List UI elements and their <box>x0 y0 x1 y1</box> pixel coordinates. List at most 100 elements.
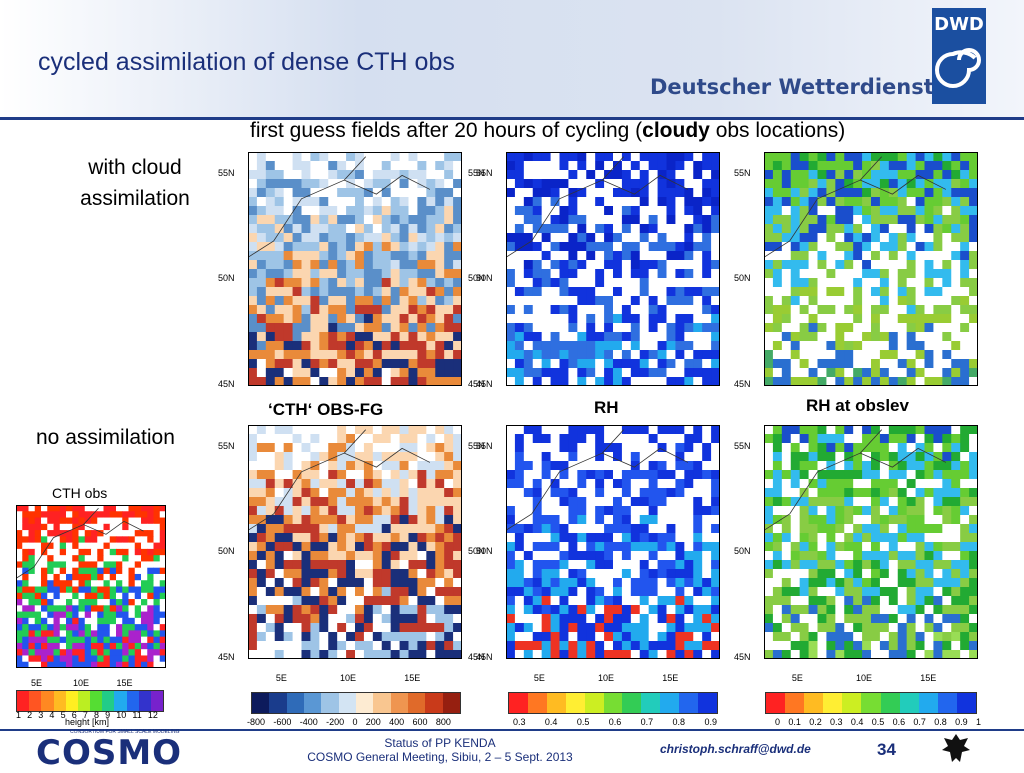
colorbar-rh-obslev <box>765 692 977 714</box>
colorbar-tick-label: 0.7 <box>913 717 926 727</box>
footer-divider <box>0 729 1024 731</box>
slide-title: cycled assimilation of dense CTH obs <box>38 48 455 76</box>
colorbar-tick-label: 0.3 <box>513 717 526 727</box>
row-label-with-assimilation: with cloud assimilation <box>80 156 190 210</box>
colorbar-ticks: -800 -600 -400 -200 0 200 400 600 800 <box>247 717 451 727</box>
lat-tick-label: 50N <box>218 546 235 557</box>
colorbar-tick-label: 10 <box>116 710 127 720</box>
lon-tick-label: 15E <box>920 673 937 683</box>
lon-tick-label: 5E <box>533 673 545 683</box>
lat-tick-label: 45N <box>734 378 751 389</box>
lat-tick-label: 55N <box>476 441 493 452</box>
map-panel-rh-no <box>506 425 720 659</box>
colorbar-tick-label: 400 <box>389 717 405 727</box>
slide-header <box>0 0 1024 118</box>
header-divider <box>0 117 1024 120</box>
colorbar-tick-label: 2 <box>27 710 33 720</box>
lon-tick-label: 5E <box>791 673 803 683</box>
colorbar-tick-label: 0.5 <box>871 717 885 727</box>
lat-tick-label: 50N <box>734 273 751 284</box>
lat-tick-label: 50N <box>218 273 235 284</box>
subtitle-text-1: first guess fields after 20 hours of cyc… <box>250 119 643 142</box>
lat-tick-label: 50N <box>734 546 751 557</box>
map-panel-rh-with <box>506 152 720 386</box>
panel-title-cth-obs-fg: ‘CTH‘ OBS-FG <box>268 400 384 419</box>
colorbar-tick-label: 7 <box>82 710 88 720</box>
colorbar-tick-label: 0.9 <box>704 717 717 727</box>
colorbar-cth-obs <box>16 690 164 712</box>
subtitle-bold: cloudy <box>642 119 710 142</box>
map-panel-cth-obs-fg-no <box>248 425 462 659</box>
lon-tick-label: 5E <box>275 673 287 683</box>
spiral-icon <box>935 48 981 88</box>
colorbar-tick-label: 0.6 <box>892 717 906 727</box>
colorbar-tick-label: 3 <box>38 710 44 720</box>
lon-tick-label: 15E <box>662 673 679 683</box>
eagle-emblem-icon <box>942 734 970 762</box>
lat-tick-label: 55N <box>218 168 235 179</box>
colorbar-tick-label: 12 <box>147 710 158 720</box>
colorbar-tick-label: 0.8 <box>934 717 947 727</box>
lat-tick-label: 45N <box>468 651 485 662</box>
lat-tick-label: 55N <box>476 168 493 179</box>
lon-tick-label: 10E <box>856 673 873 683</box>
org-name: Deutscher Wetterdienst <box>650 75 934 99</box>
row-label-no-assimilation: no assimilation <box>36 426 175 449</box>
lon-tick-label: 10E <box>73 678 90 688</box>
lat-tick-label: 55N <box>734 168 751 179</box>
lon-tick-label: 10E <box>340 673 357 683</box>
subtitle-text-2: obs locations) <box>709 119 846 142</box>
colorbar-tick-label: 8 <box>93 710 99 720</box>
lat-tick-label: 45N <box>734 651 751 662</box>
colorbar-tick-label: 600 <box>412 717 428 727</box>
lat-tick-label: 45N <box>468 378 485 389</box>
colorbar-tick-label: 1 <box>975 717 981 727</box>
colorbar-ticks: 0 0.1 0.2 0.3 0.4 0.5 0.6 0.7 0.8 0.9 1 <box>775 717 981 727</box>
lon-tick-label: 15E <box>404 673 421 683</box>
colorbar-tick-label: 5 <box>60 710 66 720</box>
dwd-logo-text: DWD <box>934 14 984 35</box>
lat-tick-label: 55N <box>468 168 485 179</box>
panel-title-rh-obslev: RH at obslev <box>806 396 909 415</box>
lat-tick-label: 45N <box>476 651 493 662</box>
colorbar-tick-label: 11 <box>132 710 142 720</box>
lon-tick-label: 10E <box>598 673 615 683</box>
lat-tick-label: 55N <box>734 441 751 452</box>
dwd-logo: DWD <box>932 8 986 104</box>
colorbar-tick-label: 200 <box>365 717 381 727</box>
colorbar-tick-label: 4 <box>49 710 55 720</box>
colorbar-tick-label: 0.5 <box>576 717 590 727</box>
colorbar-tick-label: 1 <box>16 710 22 720</box>
colorbar-tick-label: 0.4 <box>850 717 864 727</box>
lon-tick-label: 5E <box>31 678 43 688</box>
colorbar-tick-label: 0.8 <box>672 717 686 727</box>
footer-meeting: COSMO General Meeting, Sibiu, 2 – 5 Sept… <box>307 750 573 764</box>
page-number: 34 <box>877 740 896 759</box>
colorbar-tick-label: 0.3 <box>830 717 843 727</box>
footer-email: christoph.schraff@dwd.de <box>660 742 811 756</box>
lat-tick-label: 50N <box>468 273 485 284</box>
colorbar-tick-label: -400 <box>299 717 318 727</box>
colorbar-rh <box>508 692 718 714</box>
cosmo-logo: COSMO <box>36 733 183 773</box>
colorbar-tick-label: 0 <box>775 717 781 727</box>
map-panel-rh-obslev-with <box>764 152 978 386</box>
cth-obs-colorbar-label: height [km] <box>65 717 110 727</box>
footer-meeting-info: Status of PP KENDA COSMO General Meeting… <box>230 736 650 764</box>
footer-status: Status of PP KENDA <box>384 736 496 750</box>
colorbar-obs-fg <box>251 692 461 714</box>
panel-title-rh: RH <box>594 398 619 417</box>
colorbar-tick-label: 6 <box>71 710 77 720</box>
lat-tick-label: 45N <box>476 378 493 389</box>
cosmo-tagline: CONSORTIUM FOR SMALL SCALE MODELING <box>70 729 180 735</box>
colorbar-tick-label: -200 <box>326 717 345 727</box>
map-panel-rh-obslev-no <box>764 425 978 659</box>
lon-tick-label: 15E <box>116 678 133 688</box>
lat-tick-label: 45N <box>218 651 235 662</box>
colorbar-tick-label: 0.1 <box>788 717 801 727</box>
lat-tick-label: 50N <box>476 273 493 284</box>
figure-subtitle: first guess fields after 20 hours of cyc… <box>250 119 845 143</box>
lat-tick-label: 50N <box>476 546 493 557</box>
lat-tick-label: 50N <box>468 546 485 557</box>
colorbar-tick-label: -800 <box>247 717 266 727</box>
